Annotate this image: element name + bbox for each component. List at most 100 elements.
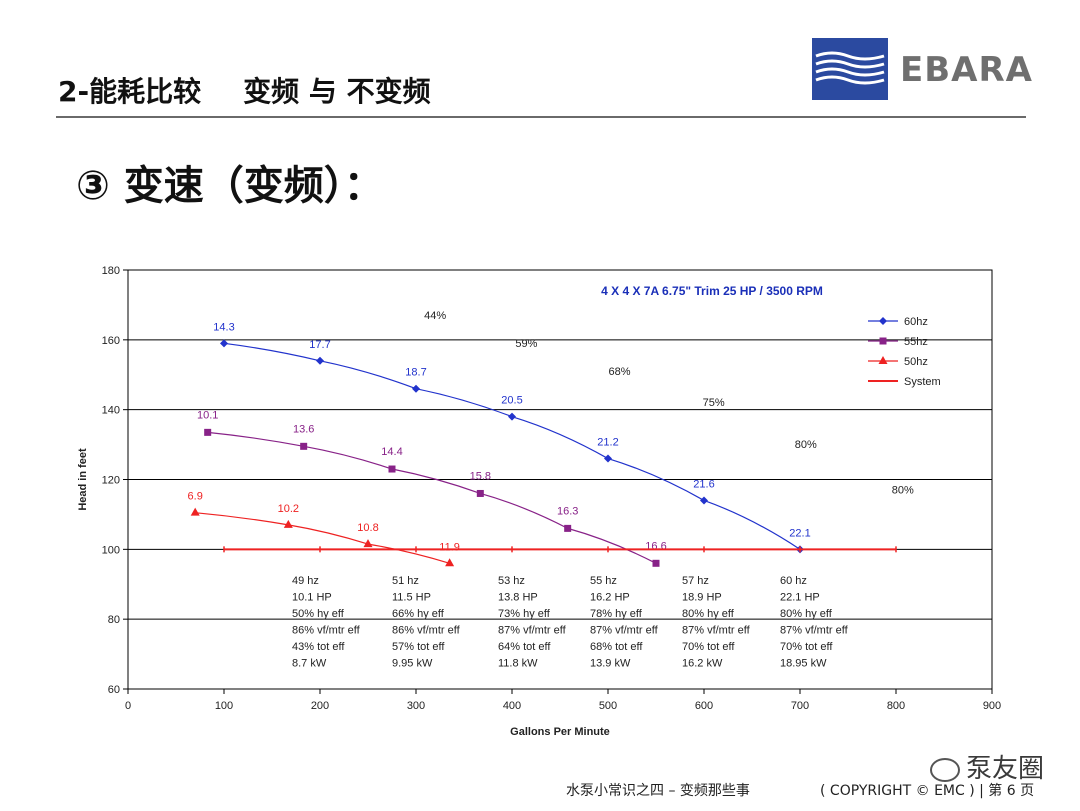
- data-label-55hz: 16.3: [557, 505, 578, 517]
- operating-point-hz: 57 hz: [682, 575, 709, 587]
- series-line-50hz: [195, 512, 450, 564]
- x-tick-label: 100: [215, 700, 233, 712]
- data-label-60hz: 20.5: [501, 395, 522, 407]
- data-label-60hz: 21.6: [693, 478, 714, 490]
- header-subtitle: 变频 与 不变频: [243, 75, 431, 108]
- x-tick-label: 200: [311, 700, 329, 712]
- efficiency-label: 80%: [795, 439, 817, 451]
- operating-point-vf: 87% vf/mtr eff: [780, 625, 849, 637]
- operating-point-tot: 64% tot eff: [498, 641, 551, 653]
- x-tick-label: 900: [983, 700, 1001, 712]
- operating-point-vf: 87% vf/mtr eff: [590, 625, 659, 637]
- data-point-60hz: [316, 356, 324, 365]
- y-tick-label: 80: [108, 614, 120, 626]
- watermark: 泵友圈: [930, 748, 1044, 785]
- legend-marker-55hz: [879, 337, 887, 345]
- data-label-55hz: 13.6: [293, 423, 314, 435]
- operating-point-hy: 73% hy eff: [498, 608, 551, 620]
- data-point-50hz: [190, 507, 200, 516]
- y-tick-label: 180: [102, 265, 120, 277]
- operating-point-kw: 16.2 kW: [682, 658, 723, 670]
- data-point-60hz: [412, 384, 420, 393]
- efficiency-label: 80%: [892, 484, 914, 496]
- chart-title: 4 X 4 X 7A 6.75" Trim 25 HP / 3500 RPM: [601, 284, 823, 298]
- data-point-60hz: [508, 412, 516, 421]
- footer-title: 水泵小常识之四 – 变频那些事: [566, 783, 750, 799]
- operating-point-tot: 57% tot eff: [392, 641, 445, 653]
- data-label-50hz: 6.9: [188, 491, 203, 503]
- operating-point-hp: 11.5 HP: [392, 592, 431, 604]
- operating-point-tot: 70% tot eff: [682, 641, 735, 653]
- operating-point-kw: 8.7 kW: [292, 658, 327, 670]
- y-axis-label: Head in feet: [77, 448, 89, 511]
- x-tick-label: 400: [503, 700, 521, 712]
- data-point-55hz: [564, 524, 572, 532]
- page-header: 2-能耗比较 变频 与 不变频: [58, 70, 431, 110]
- x-tick-label: 600: [695, 700, 713, 712]
- operating-point-hy: 66% hy eff: [392, 608, 445, 620]
- data-point-50hz: [445, 558, 455, 567]
- efficiency-label: 68%: [609, 366, 631, 378]
- x-tick-label: 800: [887, 700, 905, 712]
- y-tick-label: 160: [102, 335, 120, 347]
- operating-point-hy: 80% hy eff: [682, 608, 735, 620]
- y-tick-label: 140: [102, 405, 120, 417]
- operating-point-hz: 55 hz: [590, 575, 617, 587]
- x-tick-label: 300: [407, 700, 425, 712]
- data-point-60hz: [604, 454, 612, 463]
- operating-point-hz: 53 hz: [498, 575, 525, 587]
- operating-point-vf: 87% vf/mtr eff: [498, 625, 567, 637]
- data-label-60hz: 14.3: [213, 321, 234, 333]
- header-divider: [56, 116, 1026, 118]
- header-title: 2-能耗比较: [58, 75, 202, 108]
- data-point-50hz: [363, 539, 373, 548]
- operating-point-hp: 13.8 HP: [498, 592, 538, 604]
- operating-point-hp: 18.9 HP: [682, 592, 722, 604]
- efficiency-label: 59%: [515, 338, 537, 350]
- operating-point-kw: 9.95 kW: [392, 658, 433, 670]
- data-label-50hz: 11.9: [439, 541, 460, 553]
- data-point-55hz: [652, 559, 660, 567]
- y-tick-label: 100: [102, 544, 120, 556]
- legend-entry: System: [904, 376, 941, 388]
- efficiency-label: 75%: [703, 397, 725, 409]
- pump-curve-chart: 60 80 100 120 140 160 180 0 100 200 300 400 500 600 70…: [77, 265, 1001, 738]
- efficiency-label: 44%: [424, 310, 446, 322]
- x-tick-label: 700: [791, 700, 809, 712]
- data-label-55hz: 10.1: [197, 409, 218, 421]
- data-label-55hz: 16.6: [645, 540, 666, 552]
- operating-point-kw: 11.8 kW: [498, 658, 538, 670]
- legend-entry: 50hz: [904, 356, 928, 368]
- data-point-60hz: [700, 496, 708, 505]
- operating-point-vf: 86% vf/mtr eff: [292, 625, 361, 637]
- data-label-55hz: 15.8: [470, 470, 491, 482]
- y-tick-label: 60: [108, 684, 120, 696]
- data-label-50hz: 10.8: [357, 522, 378, 534]
- operating-point-hz: 51 hz: [392, 575, 419, 587]
- operating-point-vf: 87% vf/mtr eff: [682, 625, 751, 637]
- operating-point-hz: 49 hz: [292, 575, 319, 587]
- operating-point-hp: 22.1 HP: [780, 592, 820, 604]
- logo-wordmark: EBARA: [900, 50, 1033, 90]
- wechat-icon: [930, 757, 960, 782]
- operating-point-hy: 50% hy eff: [292, 608, 345, 620]
- data-point-55hz: [204, 428, 212, 436]
- operating-point-hp: 16.2 HP: [590, 592, 630, 604]
- data-label-55hz: 14.4: [381, 446, 402, 458]
- data-point-55hz: [476, 489, 484, 497]
- data-label-60hz: 21.2: [597, 437, 618, 449]
- x-axis-label: Gallons Per Minute: [510, 726, 610, 738]
- data-point-55hz: [300, 442, 308, 450]
- data-label-60hz: 17.7: [309, 339, 330, 351]
- operating-point-tot: 43% tot eff: [292, 641, 345, 653]
- operating-point-hp: 10.1 HP: [292, 592, 332, 604]
- data-label-60hz: 18.7: [405, 367, 426, 379]
- watermark-text: 泵友圈: [966, 754, 1045, 784]
- operating-point-vf: 86% vf/mtr eff: [392, 625, 461, 637]
- footer-copyright: ( COPYRIGHT © EMC ) | 第 6 页: [820, 783, 1035, 799]
- operating-point-hy: 80% hy eff: [780, 608, 833, 620]
- data-point-50hz: [283, 519, 293, 528]
- operating-point-hy: 78% hy eff: [590, 608, 643, 620]
- ebara-logo: [812, 38, 888, 100]
- legend-entry: 60hz: [904, 316, 928, 328]
